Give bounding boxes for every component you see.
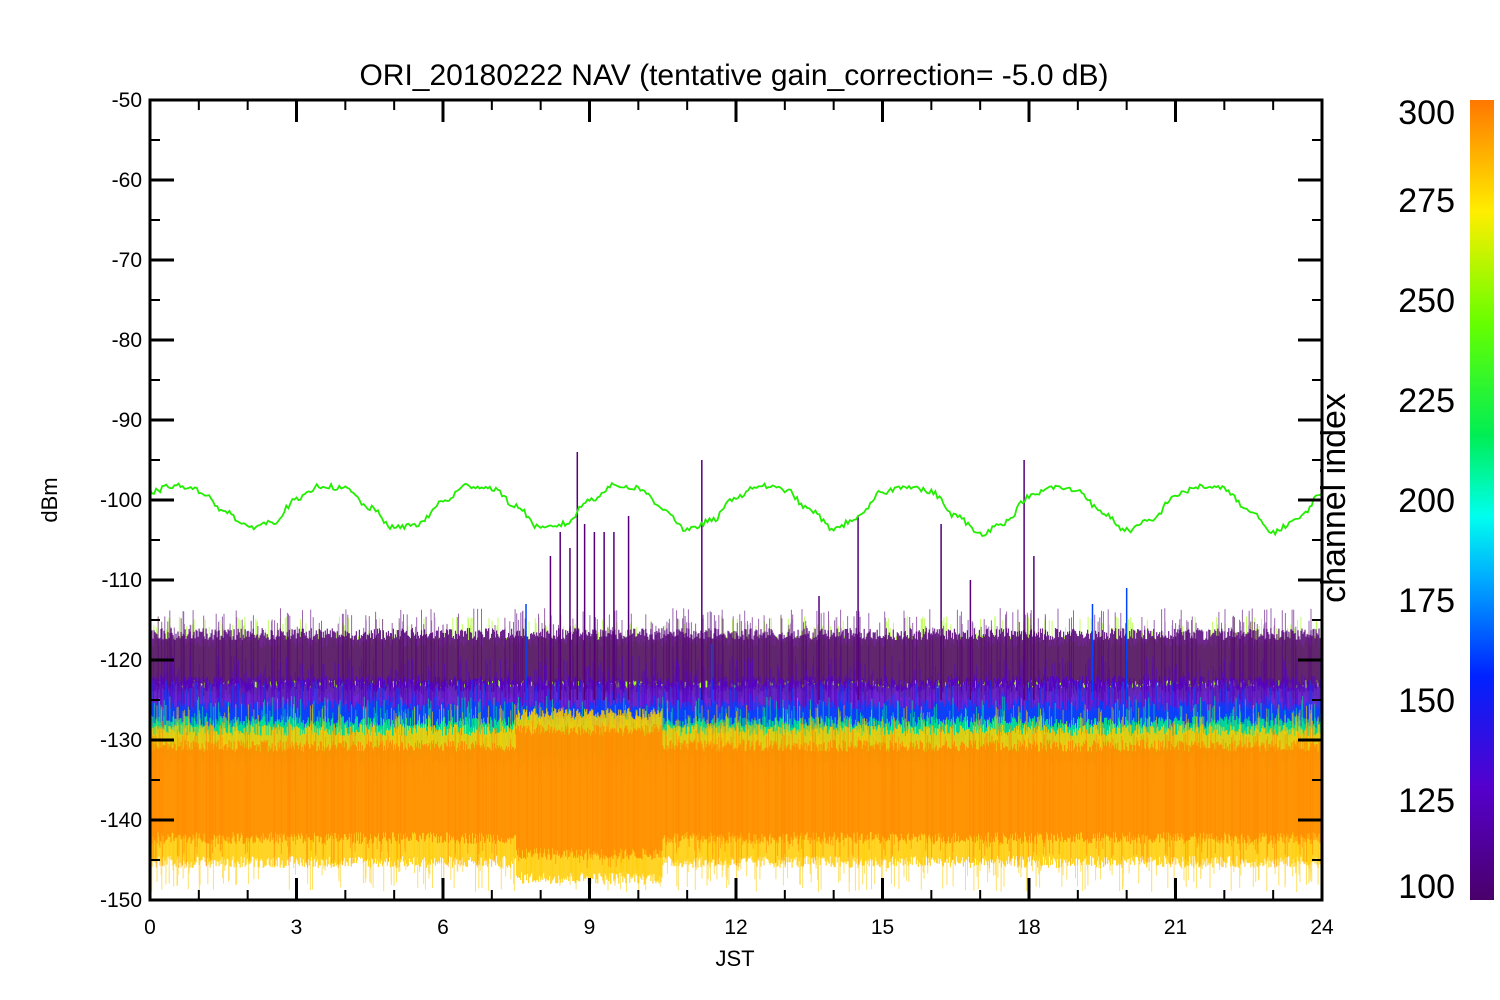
colorbar-tick-label-7: 125 <box>1398 782 1455 820</box>
colorbar-tick-label-6: 150 <box>1398 682 1455 720</box>
y-tick-label-10: -150 <box>100 889 142 912</box>
y-tick-label-1: -60 <box>112 169 142 192</box>
colorbar-tick-label-2: 250 <box>1398 282 1455 320</box>
y-tick-label-7: -120 <box>100 649 142 672</box>
colorbar-tick-label-3: 225 <box>1398 382 1455 420</box>
x-tick-label-3: 9 <box>584 916 596 939</box>
y-axis-label: dBm <box>37 477 62 522</box>
colorbar-tick-label-8: 100 <box>1398 868 1455 906</box>
colorbar-tick-label-5: 175 <box>1398 582 1455 620</box>
series-ch240 <box>150 481 1322 538</box>
y-tick-label-8: -130 <box>100 729 142 752</box>
y-tick-label-0: -50 <box>112 89 142 112</box>
y-tick-label-3: -80 <box>112 329 142 352</box>
colorbar-tick-label-0: 300 <box>1398 94 1455 132</box>
plot-data <box>150 452 1322 892</box>
x-axis-label: JST <box>715 946 754 971</box>
noise-spikes-ch290 <box>151 720 1314 868</box>
chart-title: ORI_20180222 NAV (tentative gain_correct… <box>359 59 1108 92</box>
y-tick-label-4: -90 <box>112 409 142 432</box>
y-tick-label-5: -100 <box>100 489 142 512</box>
colorbar-label: channel index <box>1315 393 1353 603</box>
colorbar-tick-label-1: 275 <box>1398 182 1455 220</box>
x-tick-label-1: 3 <box>291 916 303 939</box>
y-tick-label-6: -110 <box>102 569 142 592</box>
colorbar-ticks: 300 275 250 225 200 175 150 125 100 <box>1398 94 1455 906</box>
x-tick-label-6: 18 <box>1017 916 1040 939</box>
y-tick-label-2: -70 <box>112 249 142 272</box>
y-tick-label-9: -140 <box>100 809 142 832</box>
y-axis: -50 -60 -70 -80 -90 -100 -110 -120 -130 -140 -150 <box>100 89 1322 912</box>
x-tick-label-5: 15 <box>871 916 894 939</box>
x-tick-label-0: 0 <box>144 916 156 939</box>
colorbar-tick-label-4: 200 <box>1398 482 1455 520</box>
x-tick-label-4: 12 <box>724 916 747 939</box>
colorbar <box>1470 100 1494 900</box>
x-tick-label-2: 6 <box>437 916 449 939</box>
x-tick-label-8: 24 <box>1310 916 1334 939</box>
x-axis: 0 3 6 9 12 15 18 21 24 <box>144 100 1334 939</box>
x-tick-label-7: 21 <box>1164 916 1187 939</box>
